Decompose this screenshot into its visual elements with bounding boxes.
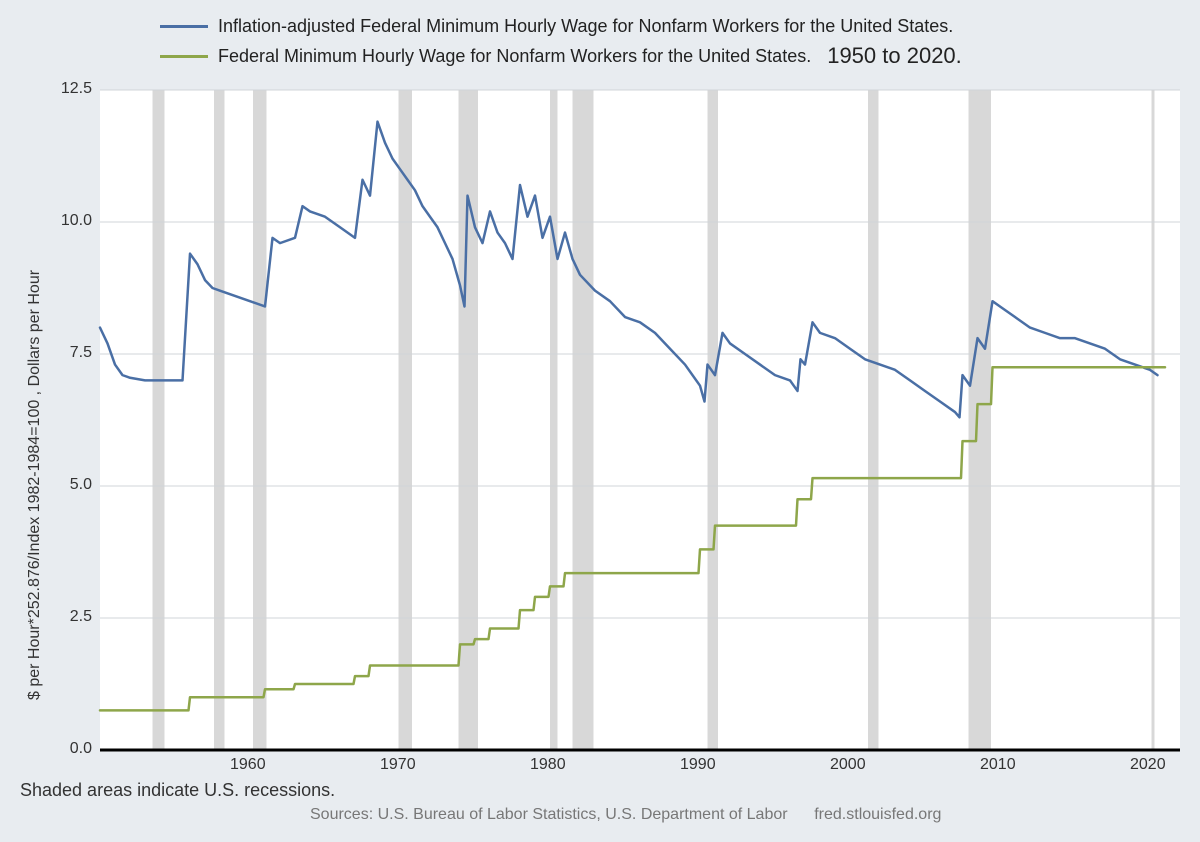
x-tick-label: 2010 [980, 756, 1016, 774]
y-tick-label: 10.0 [61, 212, 92, 230]
y-tick-label: 7.5 [70, 344, 92, 362]
source-text: Sources: U.S. Bureau of Labor Statistics… [310, 806, 788, 823]
line-chart [0, 0, 1200, 842]
source-citation: Sources: U.S. Bureau of Labor Statistics… [310, 806, 941, 824]
x-tick-label: 1970 [380, 756, 416, 774]
y-tick-label: 0.0 [70, 740, 92, 758]
x-tick-label: 1960 [230, 756, 266, 774]
y-tick-label: 12.5 [61, 80, 92, 98]
x-tick-label: 2020 [1130, 756, 1166, 774]
x-tick-label: 1980 [530, 756, 566, 774]
x-tick-label: 1990 [680, 756, 716, 774]
recession-note: Shaded areas indicate U.S. recessions. [20, 780, 335, 801]
source-url: fred.stlouisfed.org [814, 806, 941, 823]
x-tick-label: 2000 [830, 756, 866, 774]
y-axis-title: $ per Hour*252.876/Index 1982-1984=100 ,… [26, 270, 44, 700]
y-tick-label: 5.0 [70, 476, 92, 494]
y-tick-label: 2.5 [70, 608, 92, 626]
